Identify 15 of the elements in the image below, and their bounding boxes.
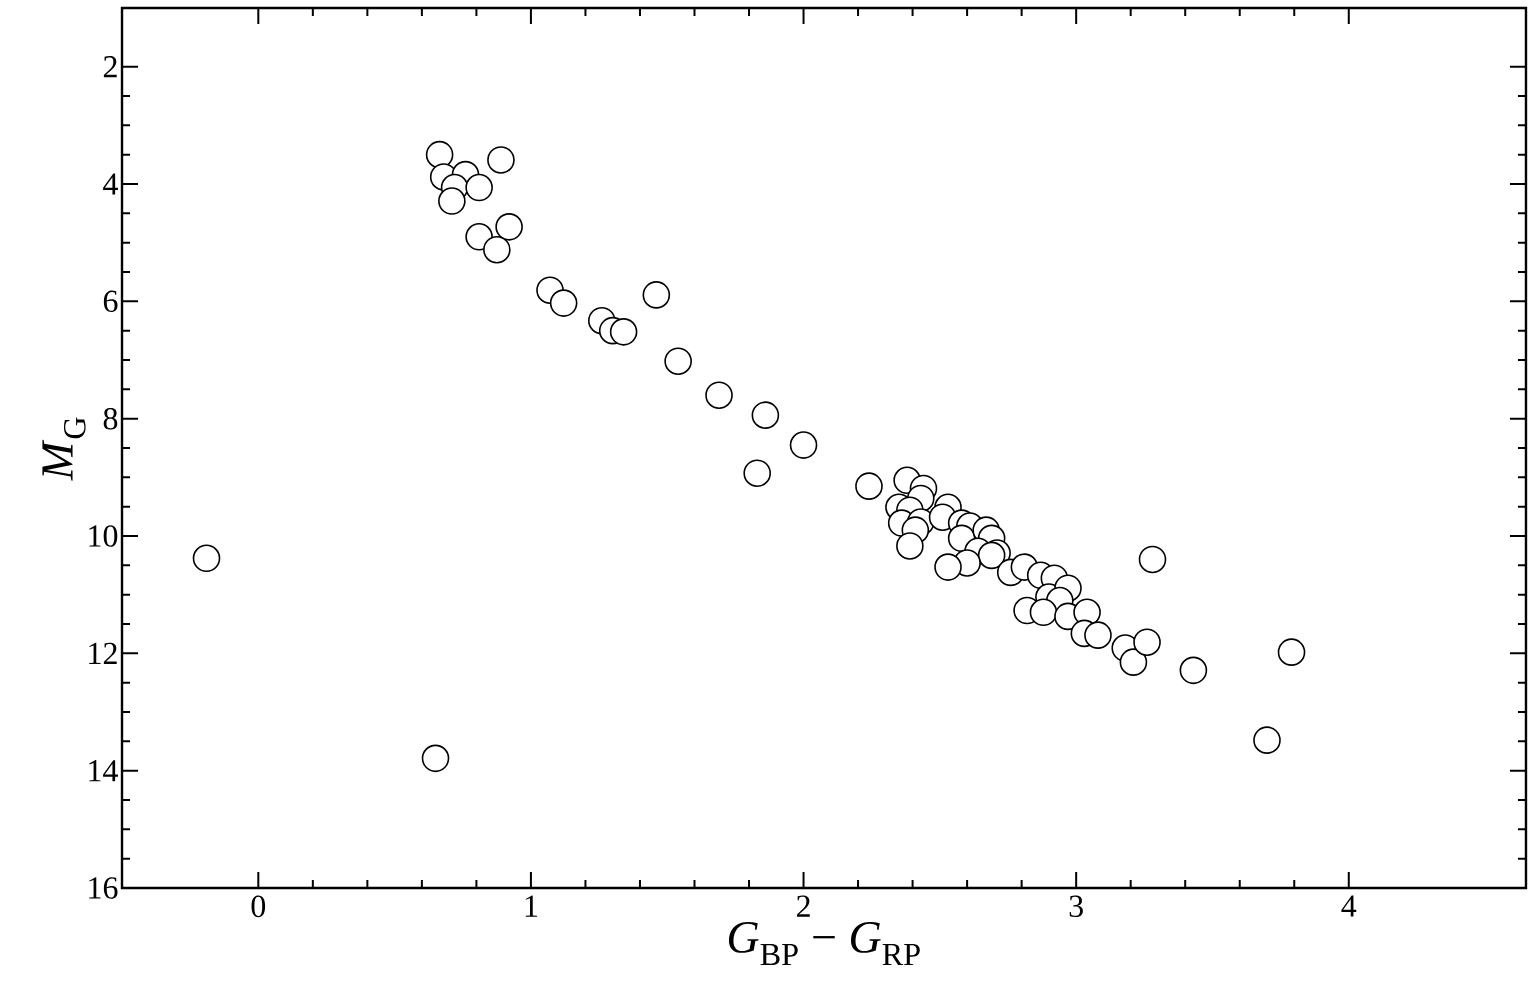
y-tick-label: 8 bbox=[103, 407, 118, 430]
x-tick-label: 0 bbox=[251, 895, 266, 918]
x-tick-label: 1 bbox=[525, 895, 537, 917]
x-tick-label: 4 bbox=[1341, 895, 1357, 917]
y-tick-label: 2 bbox=[103, 56, 117, 78]
y-tick-label: 4 bbox=[103, 173, 118, 195]
y-tick-label: 12 bbox=[89, 642, 117, 664]
y-tick-label: 14 bbox=[89, 760, 118, 782]
y-tick-label: 6 bbox=[103, 290, 118, 313]
x-axis-title: G$_{BP}$ − G$_{RP}$ bbox=[728, 922, 920, 966]
x-tick-label: 3 bbox=[1069, 895, 1083, 918]
x-tick-label: 2 bbox=[796, 895, 810, 917]
y-tick-label: 10 bbox=[89, 525, 118, 547]
y-axis-title: M$_{G}$ bbox=[42, 417, 86, 481]
y-tick-label: 16 bbox=[89, 877, 118, 899]
